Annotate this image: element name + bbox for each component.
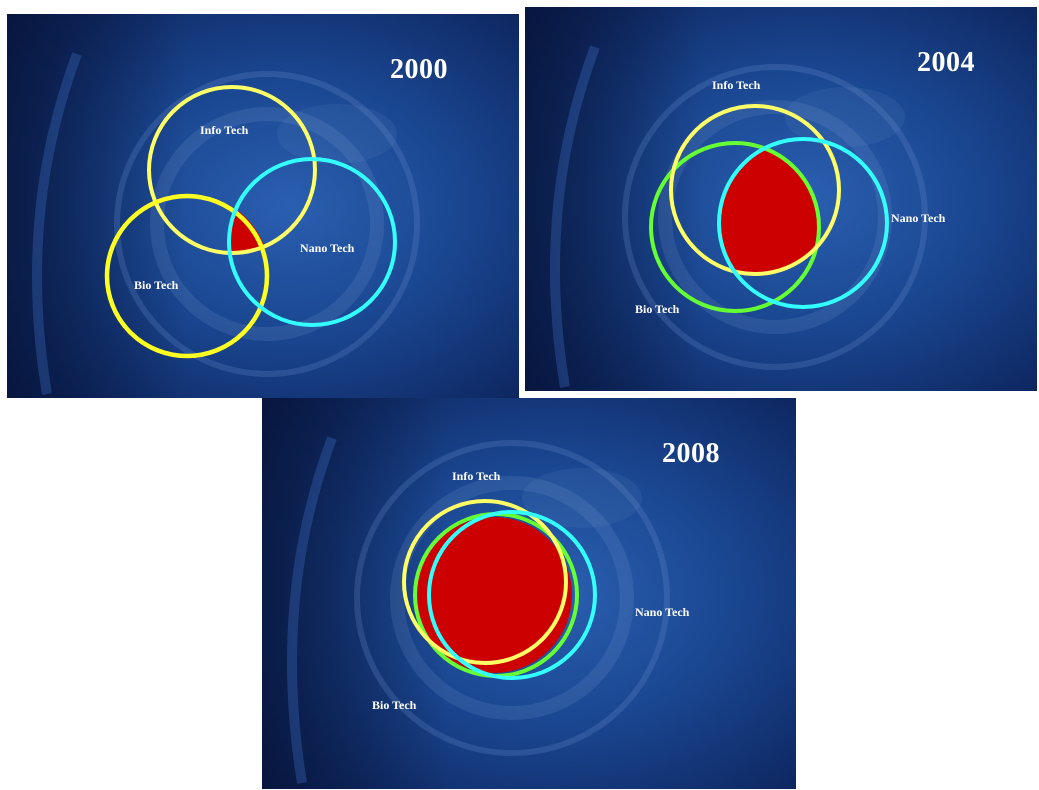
triple-overlap-region xyxy=(719,143,819,274)
info-tech-label: Info Tech xyxy=(200,123,249,137)
info-tech-label: Info Tech xyxy=(452,469,501,483)
panel-2004: 2004 Info Tech Bio Tech Nano Tech xyxy=(525,7,1037,391)
venn-diagram xyxy=(649,104,889,313)
year-label: 2000 xyxy=(390,54,448,85)
panel-background xyxy=(262,398,796,789)
bio-tech-label: Bio Tech xyxy=(134,278,179,292)
year-label: 2008 xyxy=(662,438,720,469)
nano-tech-label: Nano Tech xyxy=(891,211,946,225)
panel-2008: 2008 Info Tech Bio Tech Nano Tech xyxy=(262,398,796,789)
info-tech-label: Info Tech xyxy=(712,78,761,92)
bio-tech-label: Bio Tech xyxy=(635,302,680,316)
year-label: 2004 xyxy=(917,47,975,78)
bio-tech-label: Bio Tech xyxy=(372,698,417,712)
panel-background xyxy=(525,7,1037,391)
nano-tech-circle xyxy=(427,510,597,680)
info-tech-circle xyxy=(669,104,841,276)
triple-overlap-region xyxy=(416,517,572,673)
venn-diagram xyxy=(104,85,397,359)
venn-diagram xyxy=(402,499,597,680)
bio-tech-circle xyxy=(649,141,821,313)
info-tech-circle xyxy=(147,85,317,255)
nano-tech-label: Nano Tech xyxy=(635,605,690,619)
nano-tech-circle xyxy=(717,137,889,309)
info-tech-circle xyxy=(402,499,568,665)
bio-tech-circle xyxy=(104,193,270,359)
nano-tech-circle xyxy=(227,157,397,327)
panel-background xyxy=(7,14,519,398)
panel-2000: 2000 Info Tech Bio Tech Nano Tech xyxy=(7,14,519,398)
nano-tech-label: Nano Tech xyxy=(300,241,355,255)
